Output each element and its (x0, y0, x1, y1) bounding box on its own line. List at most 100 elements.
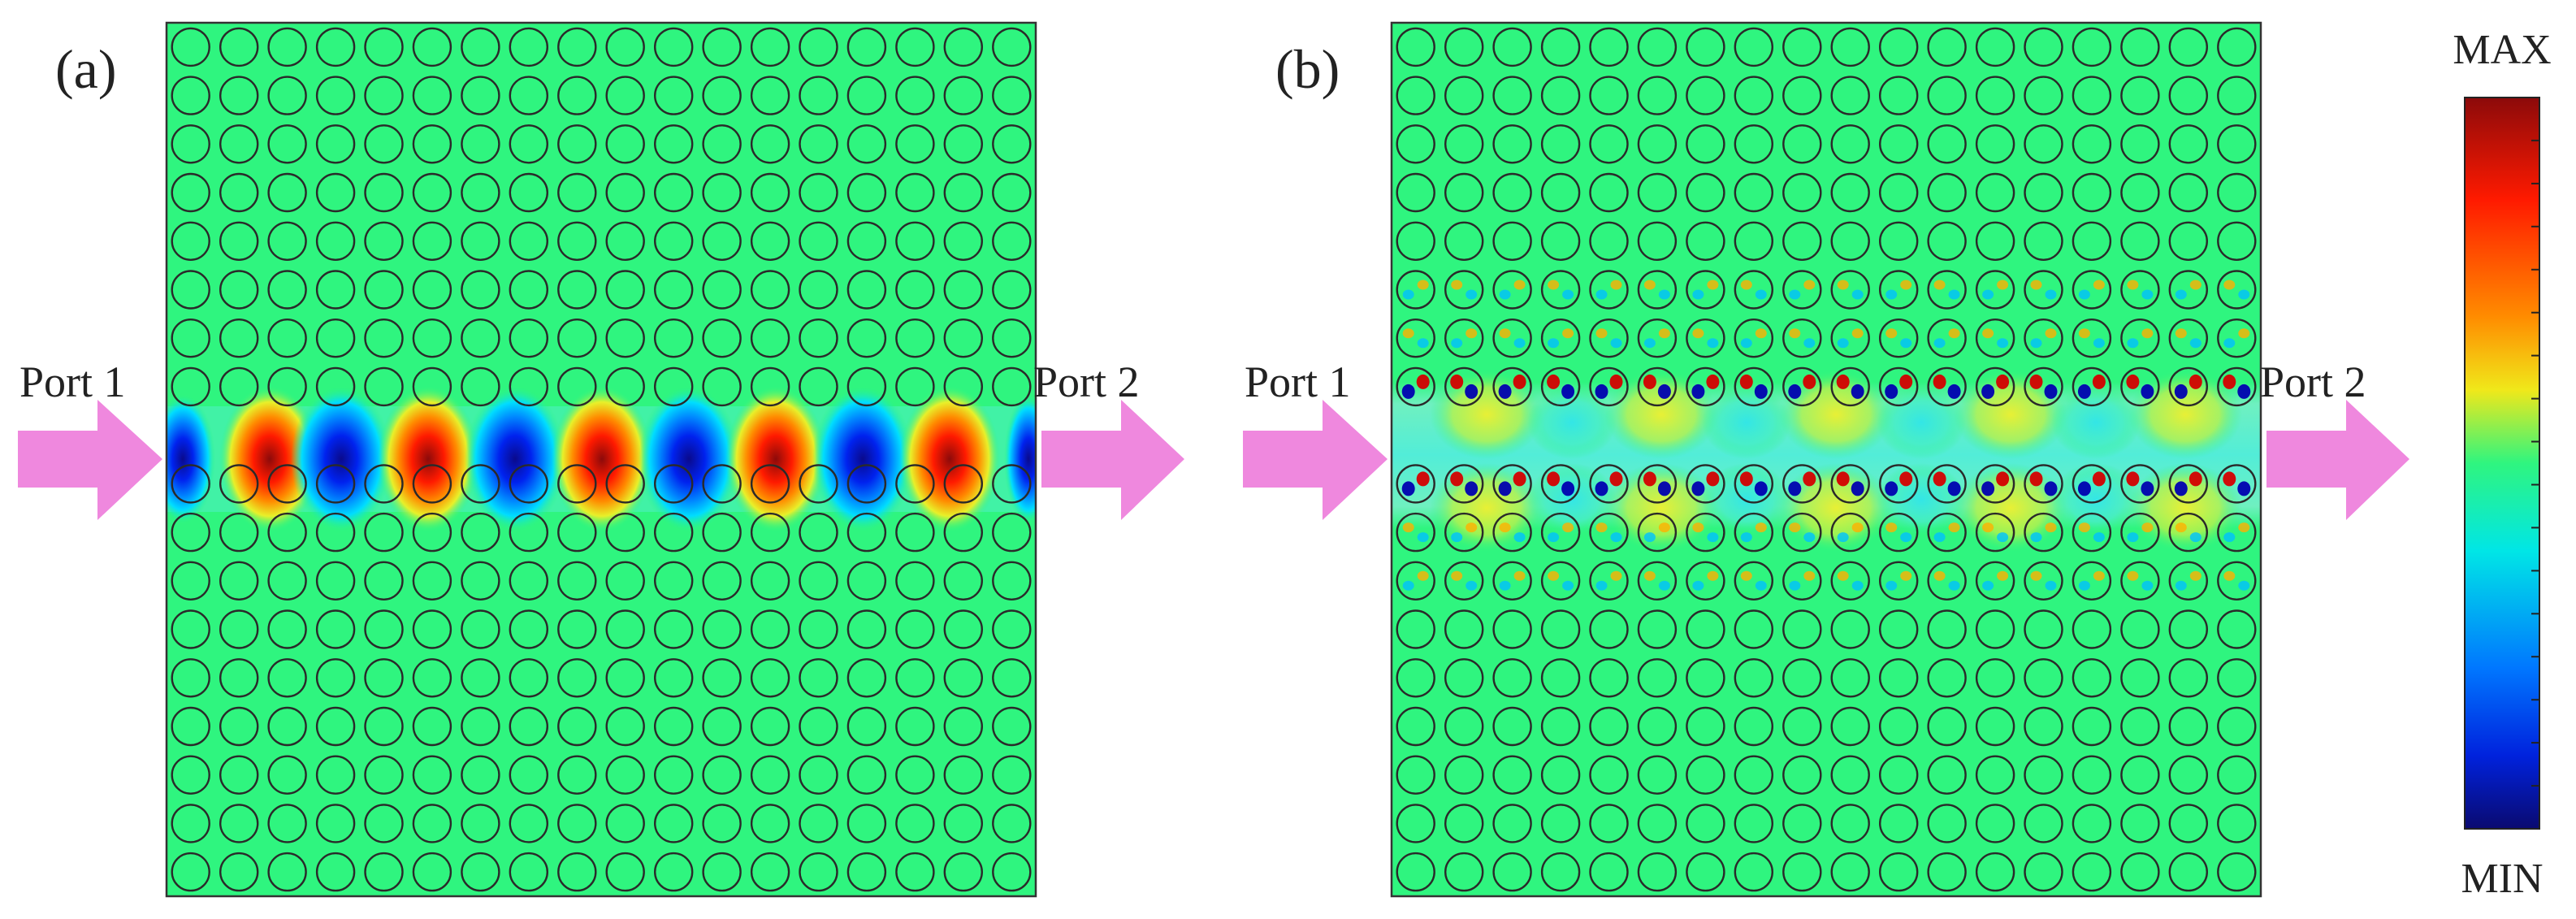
dielectric-rod (1637, 366, 1678, 407)
dielectric-rod (1396, 852, 1435, 892)
dielectric-rod (2024, 464, 2063, 504)
dielectric-rod (557, 27, 597, 67)
dielectric-rod (654, 270, 694, 310)
dielectric-rod (171, 609, 210, 649)
dielectric-rod (171, 464, 210, 504)
dielectric-rod (1927, 755, 1967, 795)
field-hotspot (2078, 328, 2090, 339)
panel-b-label: (b) (1275, 38, 1340, 100)
field-hotspot (1643, 374, 1656, 389)
dielectric-rod (799, 221, 838, 261)
dielectric-rod (2024, 512, 2063, 553)
field-hotspot (2189, 532, 2202, 543)
dielectric-rod (1734, 221, 1774, 261)
field-hotspot (1657, 481, 1671, 496)
field-hotspot (1851, 522, 1864, 533)
dielectric-rod (895, 706, 935, 747)
dielectric-rod (267, 609, 307, 649)
field-hotspot (2175, 580, 2187, 591)
field-hotspot (1595, 481, 1608, 496)
dielectric-rod (219, 706, 259, 747)
field-hotspot (1788, 384, 1802, 399)
field-hotspot (1948, 522, 1960, 533)
field-hotspot (1643, 280, 1656, 290)
dielectric-rod (654, 852, 694, 892)
field-hotspot (1513, 374, 1526, 389)
dielectric-rod (2024, 561, 2063, 600)
dielectric-rod (2120, 319, 2160, 358)
dielectric-rod (1830, 76, 1870, 115)
dielectric-rod (219, 319, 259, 358)
field-hotspot (1803, 338, 1816, 349)
dielectric-rod (364, 464, 404, 504)
dielectric-rod (219, 609, 259, 649)
dielectric-rod (1637, 706, 1678, 747)
field-hotspot (2077, 384, 2091, 399)
field-hotspot (1982, 522, 1994, 533)
dielectric-rod (1540, 561, 1581, 600)
dielectric-rod (2217, 852, 2257, 892)
dielectric-rod (315, 221, 356, 261)
dielectric-rod (1734, 852, 1774, 892)
dielectric-rod (171, 706, 210, 747)
dielectric-rod (219, 221, 259, 261)
dielectric-rod (2120, 755, 2160, 795)
field-hotspot (1450, 374, 1464, 389)
dielectric-rod (2072, 76, 2112, 115)
field-hotspot (1692, 328, 1704, 339)
dielectric-rod (461, 609, 500, 649)
dielectric-rod (2072, 270, 2112, 310)
dielectric-rod (557, 221, 597, 261)
dielectric-rod (2024, 319, 2063, 358)
dielectric-rod (605, 804, 645, 843)
dielectric-rod (364, 512, 404, 553)
dielectric-rod (315, 804, 356, 843)
dielectric-rod (1492, 270, 1532, 310)
dielectric-rod (1927, 319, 1967, 358)
dielectric-rod (1589, 221, 1629, 261)
dielectric-rod (992, 76, 1032, 115)
dielectric-rod (702, 27, 742, 67)
field-hotspot (1933, 280, 1946, 290)
dielectric-rod (315, 755, 356, 795)
field-hotspot (2126, 471, 2140, 487)
dielectric-rod (509, 755, 548, 795)
dielectric-rod (1734, 270, 1774, 310)
dielectric-rod (1444, 172, 1484, 213)
dielectric-rod (171, 124, 210, 164)
dielectric-rod (2217, 658, 2257, 698)
dielectric-rod (702, 706, 742, 747)
dielectric-rod (943, 76, 984, 115)
field-hotspot (1885, 481, 1898, 496)
dielectric-rod (1686, 609, 1725, 649)
dielectric-rod (364, 27, 404, 67)
dielectric-rod (557, 124, 597, 164)
field-hotspot (1548, 280, 1560, 290)
dielectric-rod (1396, 706, 1435, 747)
field-hotspot (2030, 570, 2042, 581)
field-hotspot (1513, 338, 1526, 349)
field-hotspot (1739, 471, 1753, 487)
dielectric-rod (461, 561, 500, 600)
field-hotspot (2238, 522, 2250, 533)
dielectric-rod (412, 512, 452, 553)
dielectric-rod (2120, 609, 2160, 649)
dielectric-rod (1444, 124, 1484, 164)
dielectric-rod (1782, 609, 1822, 649)
panel-b-port-2-arrow (2266, 400, 2409, 520)
dielectric-rod (1734, 464, 1774, 504)
field-hotspot (1417, 570, 1429, 581)
dielectric-rod (2120, 561, 2160, 600)
dielectric-rod (1878, 221, 1919, 261)
dielectric-rod (315, 706, 356, 747)
field-hotspot (1803, 280, 1816, 290)
dielectric-rod (1444, 366, 1484, 407)
dielectric-rod (412, 172, 452, 213)
dielectric-rod (461, 270, 500, 310)
field-hotspot (1851, 580, 1864, 591)
dielectric-rod (1927, 852, 1967, 892)
dielectric-rod (509, 221, 548, 261)
dielectric-rod (2072, 804, 2112, 843)
dielectric-rod (846, 319, 887, 358)
dielectric-rod (1396, 609, 1435, 649)
